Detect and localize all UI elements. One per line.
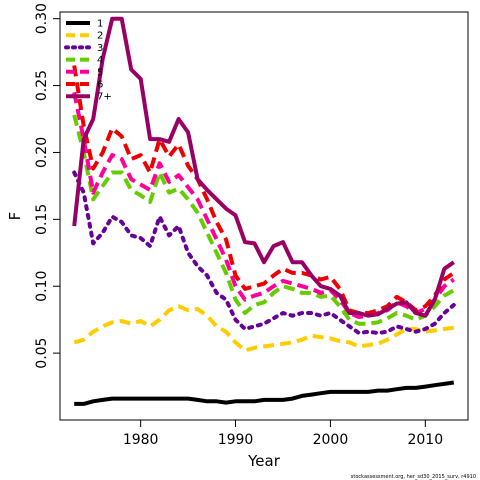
y-tick-label: 0.10 [34,271,50,302]
y-tick-label: 0.20 [34,137,50,168]
series-line-4 [72,114,455,326]
x-tick-label: 2010 [407,432,443,448]
legend-label: 1 [97,19,103,30]
y-tick-label: 0.25 [34,70,50,101]
legend-label: 2 [97,31,103,42]
series-line-1 [74,380,455,406]
legend-label: 3 [97,43,103,54]
series-line-2 [73,304,455,353]
x-axis-title: Year [247,452,281,470]
footnote: stockassessment.org, her_sd30_2015_surv,… [351,474,476,480]
y-axis-title: F [6,212,24,221]
x-tick-label: 1990 [218,432,254,448]
legend-label: 5 [97,67,103,78]
plot-frame [59,11,469,421]
x-tick-label: 1980 [123,432,159,448]
plot-area [72,16,456,406]
y-tick-label: 0.15 [34,204,50,235]
y-tick-label: 0.05 [34,338,50,369]
legend-label: 7+ [97,92,112,103]
x-tick-label: 2000 [313,432,349,448]
series-line-7plus [72,16,455,318]
series-line-6 [72,65,455,315]
series-line-3 [72,170,456,335]
legend-label: 4 [97,55,103,66]
legend-label: 6 [97,80,103,91]
y-tick-label: 0.30 [34,3,50,34]
axes: 1980 1990 2000 2010 0.05 0.10 0.15 0.20 0.25 0.30 [34,3,469,448]
